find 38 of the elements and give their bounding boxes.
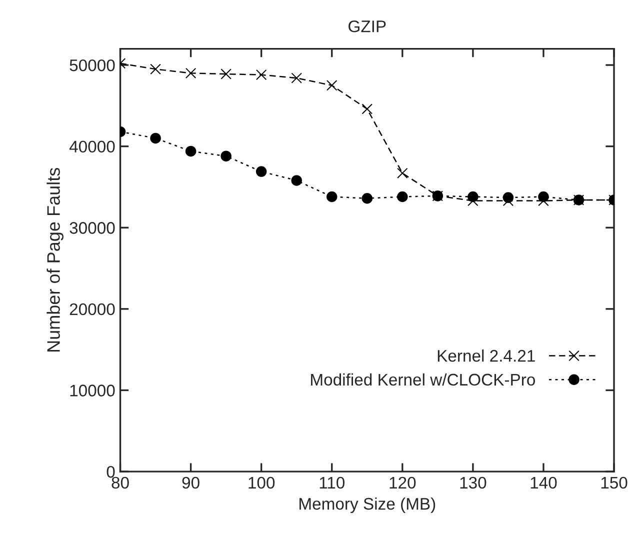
- x-axis-title: Memory Size (MB): [300, 497, 436, 514]
- x-tick-label: 100: [248, 476, 275, 489]
- legend-label: Modified Kernel w/CLOCK-Pro: [311, 373, 535, 386]
- point: [220, 68, 232, 80]
- chart-title: GZIP: [348, 20, 386, 32]
- point: [468, 195, 478, 206]
- x-tick-label: 90: [182, 476, 200, 489]
- y-tick-label: 30000: [70, 222, 115, 234]
- x-tick-label: 140: [530, 476, 557, 489]
- point: [291, 72, 302, 84]
- y-axis-title: Number of Page Faults: [46, 168, 64, 352]
- x-tick-label: 80: [112, 476, 129, 489]
- point: [291, 175, 302, 186]
- point: [220, 150, 232, 162]
- point: [362, 104, 373, 114]
- x-tick-label: 130: [460, 476, 486, 489]
- x-tick-label: 120: [390, 476, 416, 489]
- point: [397, 168, 408, 179]
- y-tick-label: 20000: [70, 303, 115, 316]
- legend-label: Kernel 2.4.21: [438, 349, 535, 362]
- point: [326, 191, 338, 202]
- x-tick-label: 110: [320, 476, 345, 489]
- y-tick-label: 50000: [70, 59, 115, 72]
- point: [150, 132, 161, 144]
- point: [185, 68, 196, 79]
- y-tick-label: 40000: [69, 140, 115, 153]
- point: [185, 146, 196, 157]
- point: [502, 195, 514, 206]
- point: [256, 166, 267, 177]
- y-tick-label: 10000: [70, 384, 115, 396]
- point: [150, 64, 161, 74]
- x-tick-label: 150: [601, 476, 628, 489]
- point: [397, 191, 408, 202]
- point: [362, 192, 373, 204]
- point: [538, 195, 549, 206]
- point: [326, 80, 338, 91]
- point: [256, 69, 267, 80]
- y-tick-label: 0: [106, 466, 115, 478]
